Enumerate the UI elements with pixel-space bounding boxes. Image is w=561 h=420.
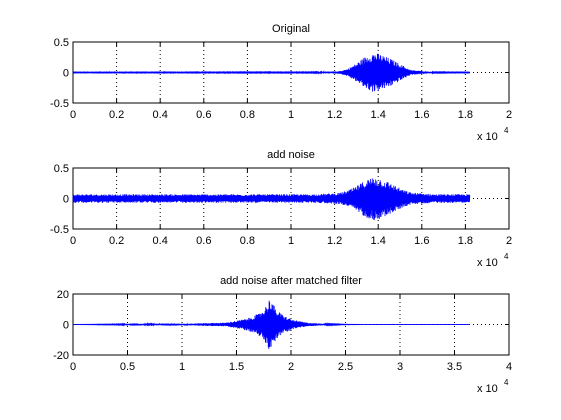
y-tick-label: 0: [63, 68, 69, 80]
x-tick-label: 1.2: [327, 235, 342, 247]
x-tick-label: 4: [506, 361, 512, 373]
y-tick-label: 0: [63, 194, 69, 206]
x-exponent-power: 4: [504, 126, 509, 135]
x-tick-label: 0.4: [153, 109, 168, 121]
y-tick-label: 0.5: [54, 37, 69, 49]
x-tick-label: 2: [288, 361, 294, 373]
x-tick-label: 1: [288, 235, 294, 247]
y-tick-label: -0.5: [50, 224, 69, 236]
signal-line: [72, 178, 471, 221]
subplot-title: Original: [272, 23, 310, 35]
y-tick-label: 0: [63, 320, 69, 332]
x-tick-label: 2: [506, 109, 512, 121]
x-tick-label: 0.8: [240, 109, 255, 121]
x-exponent-base: x 10: [477, 383, 498, 395]
x-exponent-base: x 10: [477, 131, 498, 143]
x-tick-label: 0.4: [153, 235, 168, 247]
subplot-title: add noise: [267, 149, 315, 161]
x-tick-label: 0: [70, 361, 76, 373]
x-tick-label: 1.4: [371, 109, 386, 121]
x-tick-label: 1.8: [458, 109, 473, 121]
x-tick-label: 0: [70, 109, 76, 121]
x-tick-label: 0.5: [120, 361, 135, 373]
y-tick-label: 20: [57, 289, 69, 301]
x-tick-label: 1.5: [229, 361, 244, 373]
x-exponent-base: x 10: [477, 257, 498, 269]
x-tick-label: 2.5: [338, 361, 353, 373]
x-tick-label: 1.6: [414, 109, 429, 121]
x-exponent-power: 4: [504, 252, 509, 261]
x-tick-label: 1: [288, 109, 294, 121]
signal-line: [72, 300, 470, 349]
y-tick-label: -0.5: [50, 98, 69, 110]
x-tick-label: 1.2: [327, 109, 342, 121]
x-tick-label: 0.6: [196, 109, 211, 121]
x-tick-label: 0.8: [240, 235, 255, 247]
subplot-1: 0 0.2 0.4 0.6 0.8 1 1.2 1.4 1.6 1.8 2-0.500.5Origi…: [50, 23, 512, 143]
signal-line: [72, 53, 471, 92]
x-tick-label: 1: [179, 361, 185, 373]
x-tick-label: 1.6: [414, 235, 429, 247]
x-tick-label: 3.5: [447, 361, 462, 373]
x-tick-label: 2: [506, 235, 512, 247]
x-tick-label: 0: [70, 235, 76, 247]
y-tick-label: 0.5: [54, 163, 69, 175]
x-tick-label: 1.8: [458, 235, 473, 247]
x-tick-label: 0.2: [109, 235, 124, 247]
y-tick-label: -20: [53, 350, 69, 362]
x-tick-label: 0.2: [109, 109, 124, 121]
x-tick-label: 0.6: [196, 235, 211, 247]
x-tick-label: 1.4: [371, 235, 386, 247]
subplot-title: add noise after matched filter: [220, 275, 362, 287]
x-tick-label: 3: [397, 361, 403, 373]
x-exponent-power: 4: [504, 378, 509, 387]
